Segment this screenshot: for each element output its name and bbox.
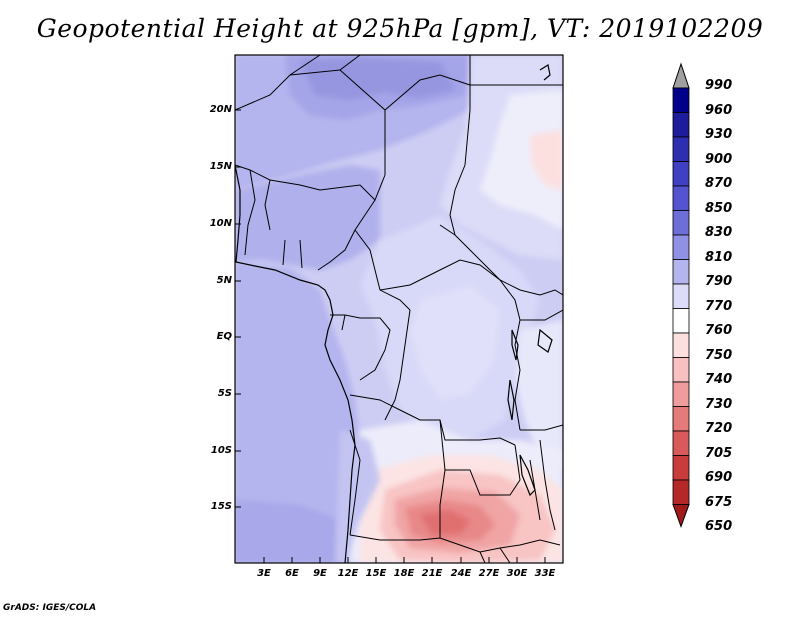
- colorbar-label: 960: [705, 102, 733, 118]
- colorbar-swatch: [672, 234, 690, 260]
- lat-label-10n: 10N: [209, 218, 232, 229]
- colorbar-swatch: [672, 332, 690, 358]
- colorbar-label: 650: [705, 519, 733, 534]
- colorbar-swatch: [672, 210, 690, 236]
- lon-label-15e: 15E: [365, 568, 387, 579]
- colorbar-swatch: [672, 455, 690, 481]
- colorbar-swatch: [672, 259, 690, 285]
- lon-label-18e: 18E: [393, 568, 415, 579]
- lat-label-10s: 10S: [210, 445, 232, 456]
- colorbar-label: 810: [705, 249, 733, 265]
- colorbar-label: 900: [705, 151, 733, 167]
- lon-label-24e: 24E: [450, 568, 472, 579]
- colorbar-label: 720: [705, 421, 733, 436]
- lon-label-3e: 3E: [257, 568, 271, 579]
- lat-label-5n: 5N: [216, 275, 232, 286]
- colorbar-swatch: [672, 430, 690, 456]
- colorbar-swatch: [672, 283, 690, 309]
- colorbar-label: 830: [705, 225, 733, 240]
- lon-label-12e: 12E: [337, 568, 359, 579]
- colorbar-swatch: [672, 136, 690, 162]
- colorbar-label: 990: [705, 78, 733, 93]
- grads-credit: GrADS: IGES/COLA: [3, 603, 97, 613]
- colorbar-label: 730: [705, 396, 733, 412]
- colorbar-label: 740: [705, 372, 733, 387]
- lon-label-9e: 9E: [313, 568, 327, 579]
- colorbar-swatch: [672, 87, 690, 113]
- coastline: [235, 64, 553, 563]
- lat-label-20n: 20N: [209, 104, 232, 115]
- map-frame: [234, 54, 564, 564]
- lat-label-15n: 15N: [209, 161, 232, 172]
- colorbar-swatch: [672, 112, 690, 138]
- lat-label-eq: EQ: [216, 331, 232, 342]
- colorbar-label: 870: [705, 176, 733, 191]
- colorbar-label: 690: [705, 470, 733, 485]
- colorbar-label: 705: [705, 445, 733, 461]
- colorbar-bottom-arrow: [672, 504, 690, 528]
- colorbar-swatch: [672, 381, 690, 407]
- colorbar-swatch: [672, 406, 690, 432]
- colorbar-label: 750: [705, 347, 733, 363]
- lon-label-30e: 30E: [506, 568, 528, 579]
- chart-title: Geopotential Height at 925hPa [gpm], VT:…: [36, 14, 764, 43]
- colorbar-swatch: [672, 161, 690, 187]
- colorbar-label: 850: [705, 200, 733, 216]
- height-field: [235, 55, 563, 563]
- colorbar-swatch: [672, 308, 690, 334]
- colorbar: [672, 62, 690, 528]
- lon-label-21e: 21E: [421, 568, 443, 579]
- colorbar-label: 790: [705, 274, 733, 289]
- lon-label-27e: 27E: [478, 568, 500, 579]
- country-borders: [235, 55, 563, 563]
- colorbar-label: 930: [705, 127, 733, 142]
- lat-label-15s: 15S: [210, 501, 232, 512]
- colorbar-swatch: [672, 185, 690, 211]
- colorbar-label: 675: [705, 494, 733, 510]
- colorbar-label: 770: [705, 298, 733, 314]
- colorbar-top-arrow: [672, 62, 690, 89]
- lat-label-5s: 5S: [217, 388, 232, 399]
- colorbar-swatch: [672, 357, 690, 383]
- lon-label-33e: 33E: [534, 568, 556, 579]
- colorbar-label: 760: [705, 323, 733, 338]
- lon-label-6e: 6E: [285, 568, 299, 579]
- colorbar-swatch: [672, 479, 690, 505]
